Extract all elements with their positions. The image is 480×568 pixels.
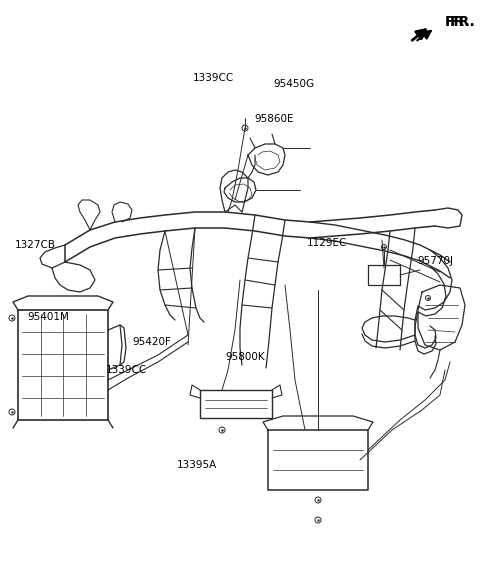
Text: 95860E: 95860E	[254, 114, 294, 124]
Text: 1327CB: 1327CB	[14, 240, 55, 250]
Text: 95800K: 95800K	[226, 352, 265, 362]
Text: 95420F: 95420F	[132, 337, 171, 347]
Text: 95401M: 95401M	[27, 312, 69, 322]
Text: 13395A: 13395A	[177, 460, 217, 470]
Text: 95450G: 95450G	[274, 79, 315, 89]
Text: 95770J: 95770J	[418, 256, 454, 266]
Text: FR.: FR.	[445, 15, 471, 29]
Text: FR.: FR.	[450, 15, 476, 29]
Text: 1129EC: 1129EC	[307, 238, 348, 248]
Text: 1339CC: 1339CC	[193, 73, 234, 83]
Text: 1339CC: 1339CC	[106, 365, 147, 375]
